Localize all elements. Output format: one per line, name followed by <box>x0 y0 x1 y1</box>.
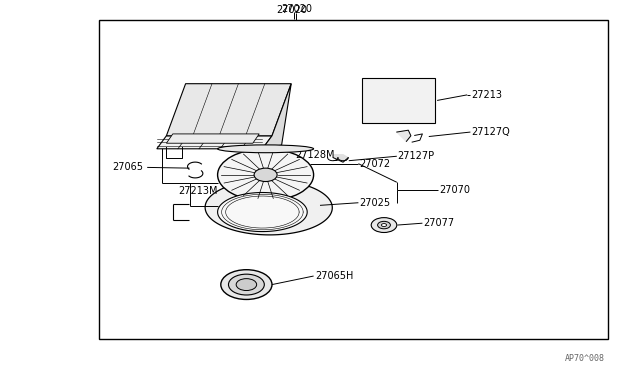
Ellipse shape <box>218 149 314 201</box>
Text: 27213: 27213 <box>472 90 502 100</box>
Circle shape <box>378 221 390 229</box>
Polygon shape <box>166 134 259 143</box>
Text: 27127Q: 27127Q <box>472 127 511 137</box>
Polygon shape <box>397 130 411 141</box>
Text: AP70^008: AP70^008 <box>564 354 605 363</box>
Text: 27065: 27065 <box>112 163 143 172</box>
Text: 27020: 27020 <box>276 5 307 15</box>
Bar <box>362 78 435 123</box>
Polygon shape <box>166 84 291 136</box>
Bar <box>99 20 608 339</box>
Text: 27077: 27077 <box>424 218 455 228</box>
Polygon shape <box>262 84 291 149</box>
Polygon shape <box>157 136 272 149</box>
Circle shape <box>254 168 277 182</box>
Circle shape <box>371 218 397 232</box>
Text: 27065H: 27065H <box>315 271 353 281</box>
Circle shape <box>236 279 257 291</box>
Text: 27072: 27072 <box>360 159 391 169</box>
Text: 27025: 27025 <box>360 198 391 208</box>
Circle shape <box>381 224 387 227</box>
Polygon shape <box>218 193 307 231</box>
Circle shape <box>221 270 272 299</box>
Text: 27128M: 27128M <box>295 151 335 160</box>
Text: 27127P: 27127P <box>397 151 434 161</box>
Polygon shape <box>333 155 348 162</box>
Text: 27213M: 27213M <box>178 186 218 196</box>
Polygon shape <box>205 180 332 235</box>
Text: 27070: 27070 <box>440 185 470 195</box>
Circle shape <box>228 274 264 295</box>
Ellipse shape <box>218 145 314 153</box>
Text: 27020: 27020 <box>282 4 312 14</box>
